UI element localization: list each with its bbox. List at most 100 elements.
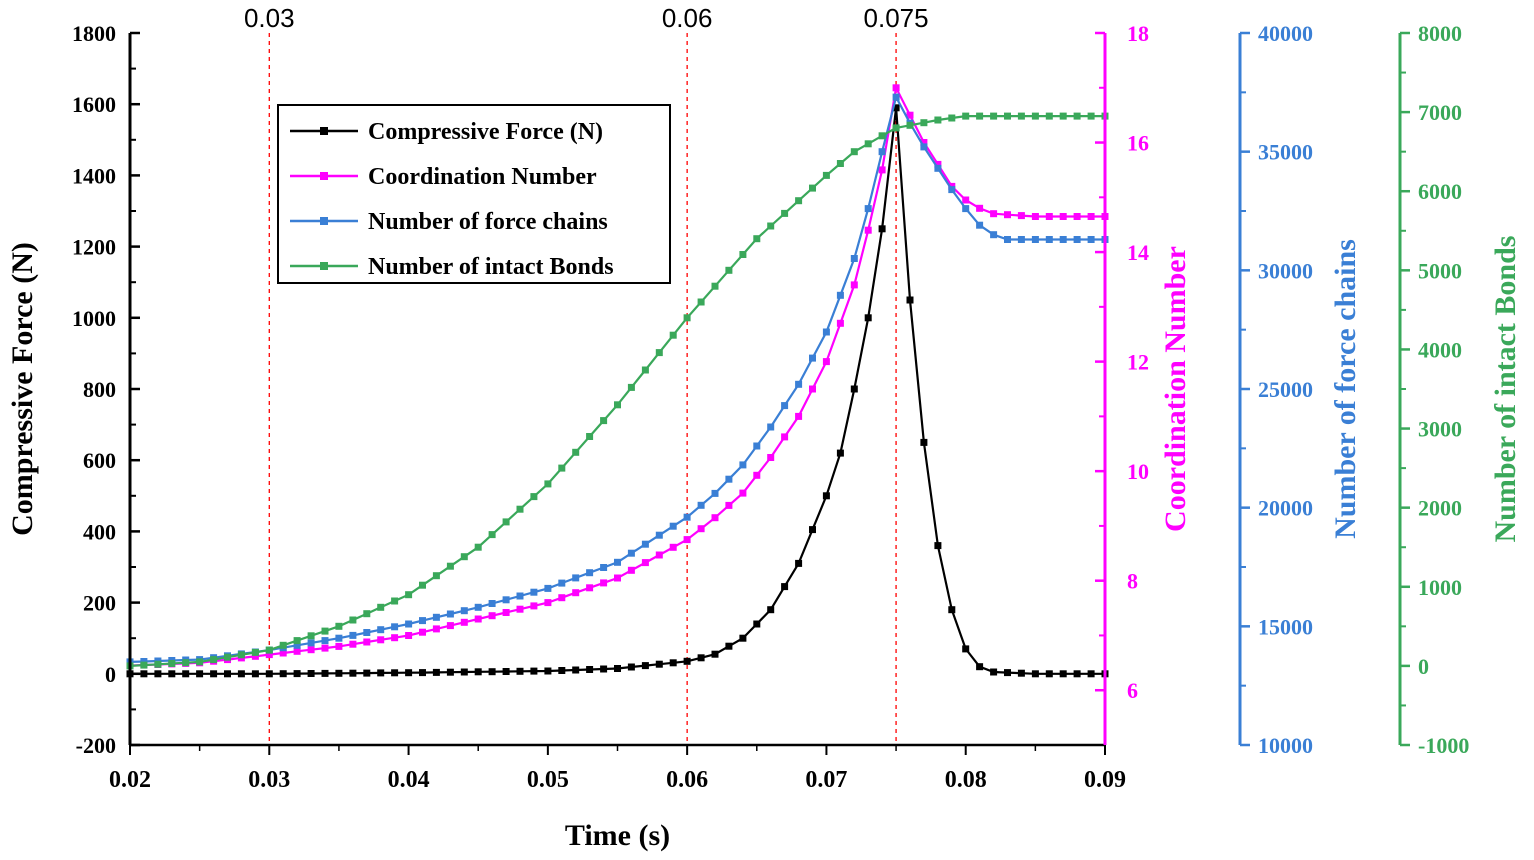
series-0-marker-41 xyxy=(697,654,705,662)
series-3-marker-28 xyxy=(516,505,524,513)
series-0-marker-25 xyxy=(474,668,482,676)
chains-tick-label-4: 30000 xyxy=(1258,258,1313,283)
bonds-tick-label-2: 1000 xyxy=(1418,575,1462,600)
series-0-marker-53 xyxy=(864,314,872,322)
series-2-marker-46 xyxy=(767,423,775,431)
series-1-marker-42 xyxy=(711,514,719,522)
chains-axis-title: Number of force chains xyxy=(1329,239,1362,539)
series-3-marker-33 xyxy=(586,433,594,440)
series-3-marker-39 xyxy=(669,331,677,339)
series-3-marker-41 xyxy=(697,298,705,306)
series-1-marker-9 xyxy=(251,652,259,660)
series-2-marker-35 xyxy=(614,558,621,566)
series-2-marker-38 xyxy=(655,531,663,539)
series-3-marker-3 xyxy=(168,660,176,667)
bonds-tick-label-5: 4000 xyxy=(1418,337,1462,362)
x-tick-label-0: 0.02 xyxy=(109,767,151,793)
series-0-marker-5 xyxy=(196,670,204,678)
series-2-marker-61 xyxy=(976,221,984,229)
series-1-marker-57 xyxy=(920,139,928,146)
force-tick-label-9: 1600 xyxy=(72,92,116,117)
series-0-marker-7 xyxy=(224,670,231,678)
x-tick-label-6: 0.08 xyxy=(945,767,987,793)
series-0-marker-15 xyxy=(335,669,343,677)
series-1-marker-15 xyxy=(335,642,343,650)
series-2-marker-15 xyxy=(335,634,343,642)
series-3-marker-42 xyxy=(711,282,719,290)
series-3-marker-48 xyxy=(795,197,803,205)
series-0-marker-46 xyxy=(767,606,775,614)
series-2-marker-60 xyxy=(962,205,970,213)
force-tick-label-1: 0 xyxy=(105,662,116,687)
series-0-marker-37 xyxy=(641,662,649,670)
series-3-marker-1 xyxy=(140,661,148,669)
series-0-marker-13 xyxy=(307,670,315,677)
series-2-marker-30 xyxy=(544,584,552,592)
series-0-marker-67 xyxy=(1059,670,1067,678)
series-0-marker-42 xyxy=(711,650,719,658)
series-2-marker-16 xyxy=(349,631,357,639)
series-0-marker-54 xyxy=(878,225,886,233)
chains-tick-label-3: 25000 xyxy=(1258,377,1313,402)
series-3-marker-49 xyxy=(809,184,816,192)
series-1-marker-61 xyxy=(976,204,984,212)
series-2-marker-37 xyxy=(641,540,649,548)
force-tick-label-10: 1800 xyxy=(72,21,116,46)
coord-tick-label-3: 12 xyxy=(1127,350,1149,375)
series-1-marker-22 xyxy=(432,625,440,633)
bonds-tick-label-9: 8000 xyxy=(1418,21,1462,46)
force-tick-label-7: 1200 xyxy=(72,235,116,260)
series-0-marker-20 xyxy=(405,669,413,677)
series-1-marker-10 xyxy=(265,651,273,659)
series-2-marker-64 xyxy=(1017,236,1025,243)
series-2-marker-43 xyxy=(725,475,733,483)
series-3-marker-62 xyxy=(990,112,998,120)
series-0-marker-22 xyxy=(432,668,440,676)
coord-tick-label-4: 14 xyxy=(1127,240,1149,265)
series-3-marker-22 xyxy=(432,572,440,580)
series-0-marker-18 xyxy=(377,669,385,677)
series-1-marker-33 xyxy=(586,584,594,592)
series-3-marker-35 xyxy=(614,401,621,409)
force-tick-label-6: 1000 xyxy=(72,306,116,331)
series-2-marker-69 xyxy=(1087,236,1095,243)
series-2-marker-28 xyxy=(516,592,524,600)
series-1-marker-39 xyxy=(669,543,677,551)
series-1-marker-69 xyxy=(1087,213,1095,220)
series-1-marker-65 xyxy=(1031,213,1039,220)
coord-tick-label-0: 6 xyxy=(1127,678,1138,703)
series-1-marker-11 xyxy=(279,649,287,657)
x-tick-label-3: 0.05 xyxy=(527,767,569,793)
legend-label-1: Coordination Number xyxy=(368,164,597,190)
series-2-marker-24 xyxy=(460,607,468,615)
bonds-tick-label-6: 5000 xyxy=(1418,258,1462,283)
series-3-marker-18 xyxy=(377,603,385,611)
series-1-marker-54 xyxy=(878,166,886,174)
series-1-marker-53 xyxy=(864,226,872,234)
series-0-marker-8 xyxy=(237,670,245,678)
series-0-marker-61 xyxy=(976,663,984,671)
series-0-marker-6 xyxy=(210,670,218,678)
series-1-marker-14 xyxy=(321,644,329,652)
series-3-marker-50 xyxy=(822,171,830,179)
series-3-marker-5 xyxy=(196,658,204,666)
legend-box xyxy=(277,104,671,284)
series-0-marker-45 xyxy=(753,620,761,628)
series-2-marker-58 xyxy=(934,164,942,172)
series-2-marker-20 xyxy=(405,620,413,628)
series-0-marker-62 xyxy=(990,668,998,676)
force-tick-label-0: -200 xyxy=(76,733,116,758)
bonds-axis-title: Number of intact Bonds xyxy=(1489,236,1522,543)
series-0-marker-3 xyxy=(168,670,176,678)
series-1-marker-35 xyxy=(614,574,621,582)
series-3-marker-21 xyxy=(419,581,426,589)
series-0-marker-10 xyxy=(265,670,273,678)
series-3-marker-9 xyxy=(251,648,259,656)
series-3-marker-13 xyxy=(307,632,315,640)
chains-tick-label-0: 10000 xyxy=(1258,733,1313,758)
series-1-marker-25 xyxy=(474,615,482,623)
series-2-marker-27 xyxy=(502,596,510,604)
series-0-marker-57 xyxy=(920,438,928,446)
x-tick-label-5: 0.07 xyxy=(805,767,847,793)
series-1-marker-27 xyxy=(502,609,510,616)
